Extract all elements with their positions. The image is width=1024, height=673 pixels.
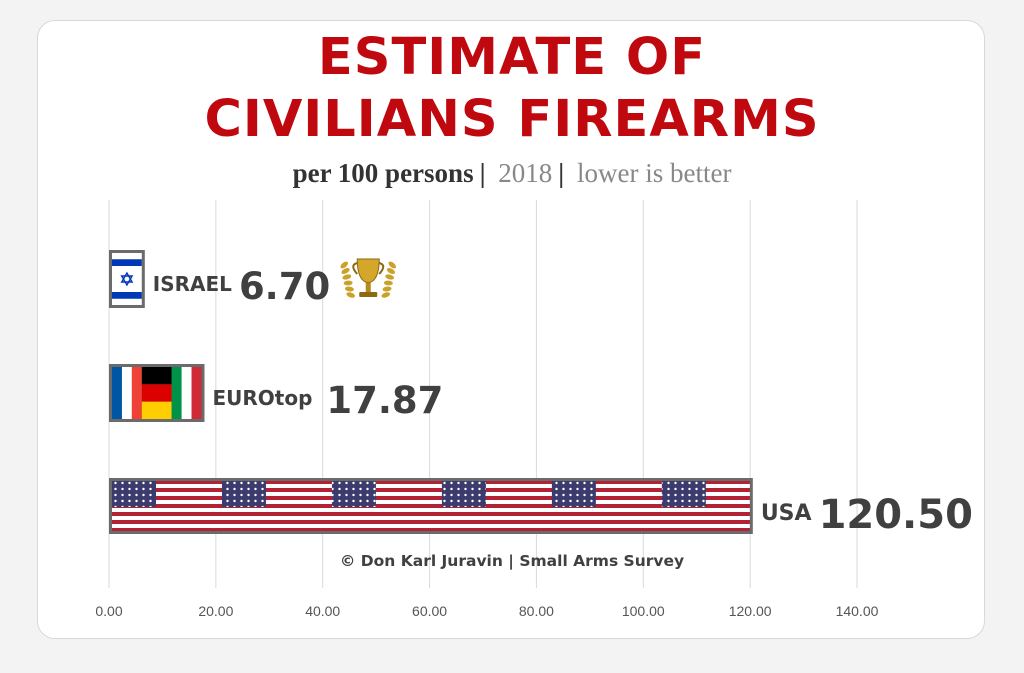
bar-usa: [109, 478, 753, 534]
laurel-leaf: [386, 268, 396, 274]
germany-flag-stripe: [141, 401, 172, 419]
laurel-leaf: [341, 268, 350, 274]
category-label: ISRAEL: [153, 272, 232, 296]
italy-flag-stripe: [181, 367, 192, 419]
x-tick-label: 120.00: [729, 603, 772, 619]
flag-stripe: [112, 259, 142, 266]
trophy-stem: [365, 283, 371, 292]
source-credit: © Don Karl Juravin | Small Arms Survey: [339, 552, 685, 570]
usa-flag: [112, 481, 750, 531]
france-flag-stripe: [112, 367, 122, 419]
chart-title-line2: CIVILIANS FIREARMS: [204, 90, 820, 149]
laurel-leaf: [388, 261, 397, 269]
x-tick-label: 0.00: [95, 603, 122, 619]
laurel-leaf: [346, 292, 356, 298]
chart-title-line1: ESTIMATE OF: [317, 28, 707, 87]
value-label: 6.70: [239, 265, 330, 308]
x-tick-label: 20.00: [198, 603, 233, 619]
chart-card: [37, 20, 985, 639]
x-tick-label: 100.00: [622, 603, 665, 619]
subtitle-year: 2018: [498, 158, 553, 188]
germany-flag-stripe: [141, 384, 172, 402]
bar-israel: [109, 250, 145, 308]
laurel-leaf: [382, 286, 392, 292]
trophy-cup: [356, 258, 380, 284]
france-flag-stripe: [131, 367, 142, 419]
subtitle-separator: |: [479, 158, 486, 188]
value-label: 17.87: [326, 379, 443, 422]
laurel-leaf: [385, 274, 395, 280]
laurel-leaf: [342, 274, 352, 280]
trophy-base: [359, 292, 378, 297]
laurel-leaf: [343, 280, 353, 286]
laurel-leaf: [381, 292, 391, 298]
bar-eurotop: [109, 364, 205, 422]
category-label: USA: [761, 501, 812, 526]
usa-flag-canton: [441, 481, 486, 507]
usa-flag-canton: [331, 481, 376, 507]
usa-flag-canton: [661, 481, 706, 507]
laurel-leaf: [340, 261, 349, 269]
category-label: EUROtop: [212, 386, 312, 410]
x-tick-label: 40.00: [305, 603, 340, 619]
subtitle-note: lower is better: [576, 158, 732, 188]
france-flag-stripe: [121, 367, 132, 419]
italy-flag-stripe: [171, 367, 182, 419]
x-tick-label: 140.00: [836, 603, 879, 619]
laurel-leaf: [344, 286, 354, 292]
usa-flag-canton: [221, 481, 266, 507]
flag-stripe: [112, 292, 142, 299]
star-of-david-icon: [120, 271, 134, 283]
subtitle-unit: per 100 persons: [292, 158, 474, 188]
italy-flag-stripe: [191, 367, 202, 419]
germany-flag-stripe: [141, 367, 172, 385]
trophy-handle: [352, 262, 358, 275]
trophy-handle: [378, 262, 385, 275]
subtitle-separator: |: [558, 158, 565, 188]
star-of-david-icon: [120, 275, 134, 287]
usa-flag-canton: [112, 481, 156, 507]
chart-subtitle: per 100 persons | 2018 | lower is better: [0, 156, 1024, 190]
x-tick-label: 60.00: [412, 603, 447, 619]
value-label: 120.50: [819, 492, 973, 538]
laurel-leaf: [383, 280, 393, 286]
x-tick-label: 80.00: [519, 603, 554, 619]
trophy-icon: [340, 258, 397, 298]
usa-flag-canton: [551, 481, 596, 507]
